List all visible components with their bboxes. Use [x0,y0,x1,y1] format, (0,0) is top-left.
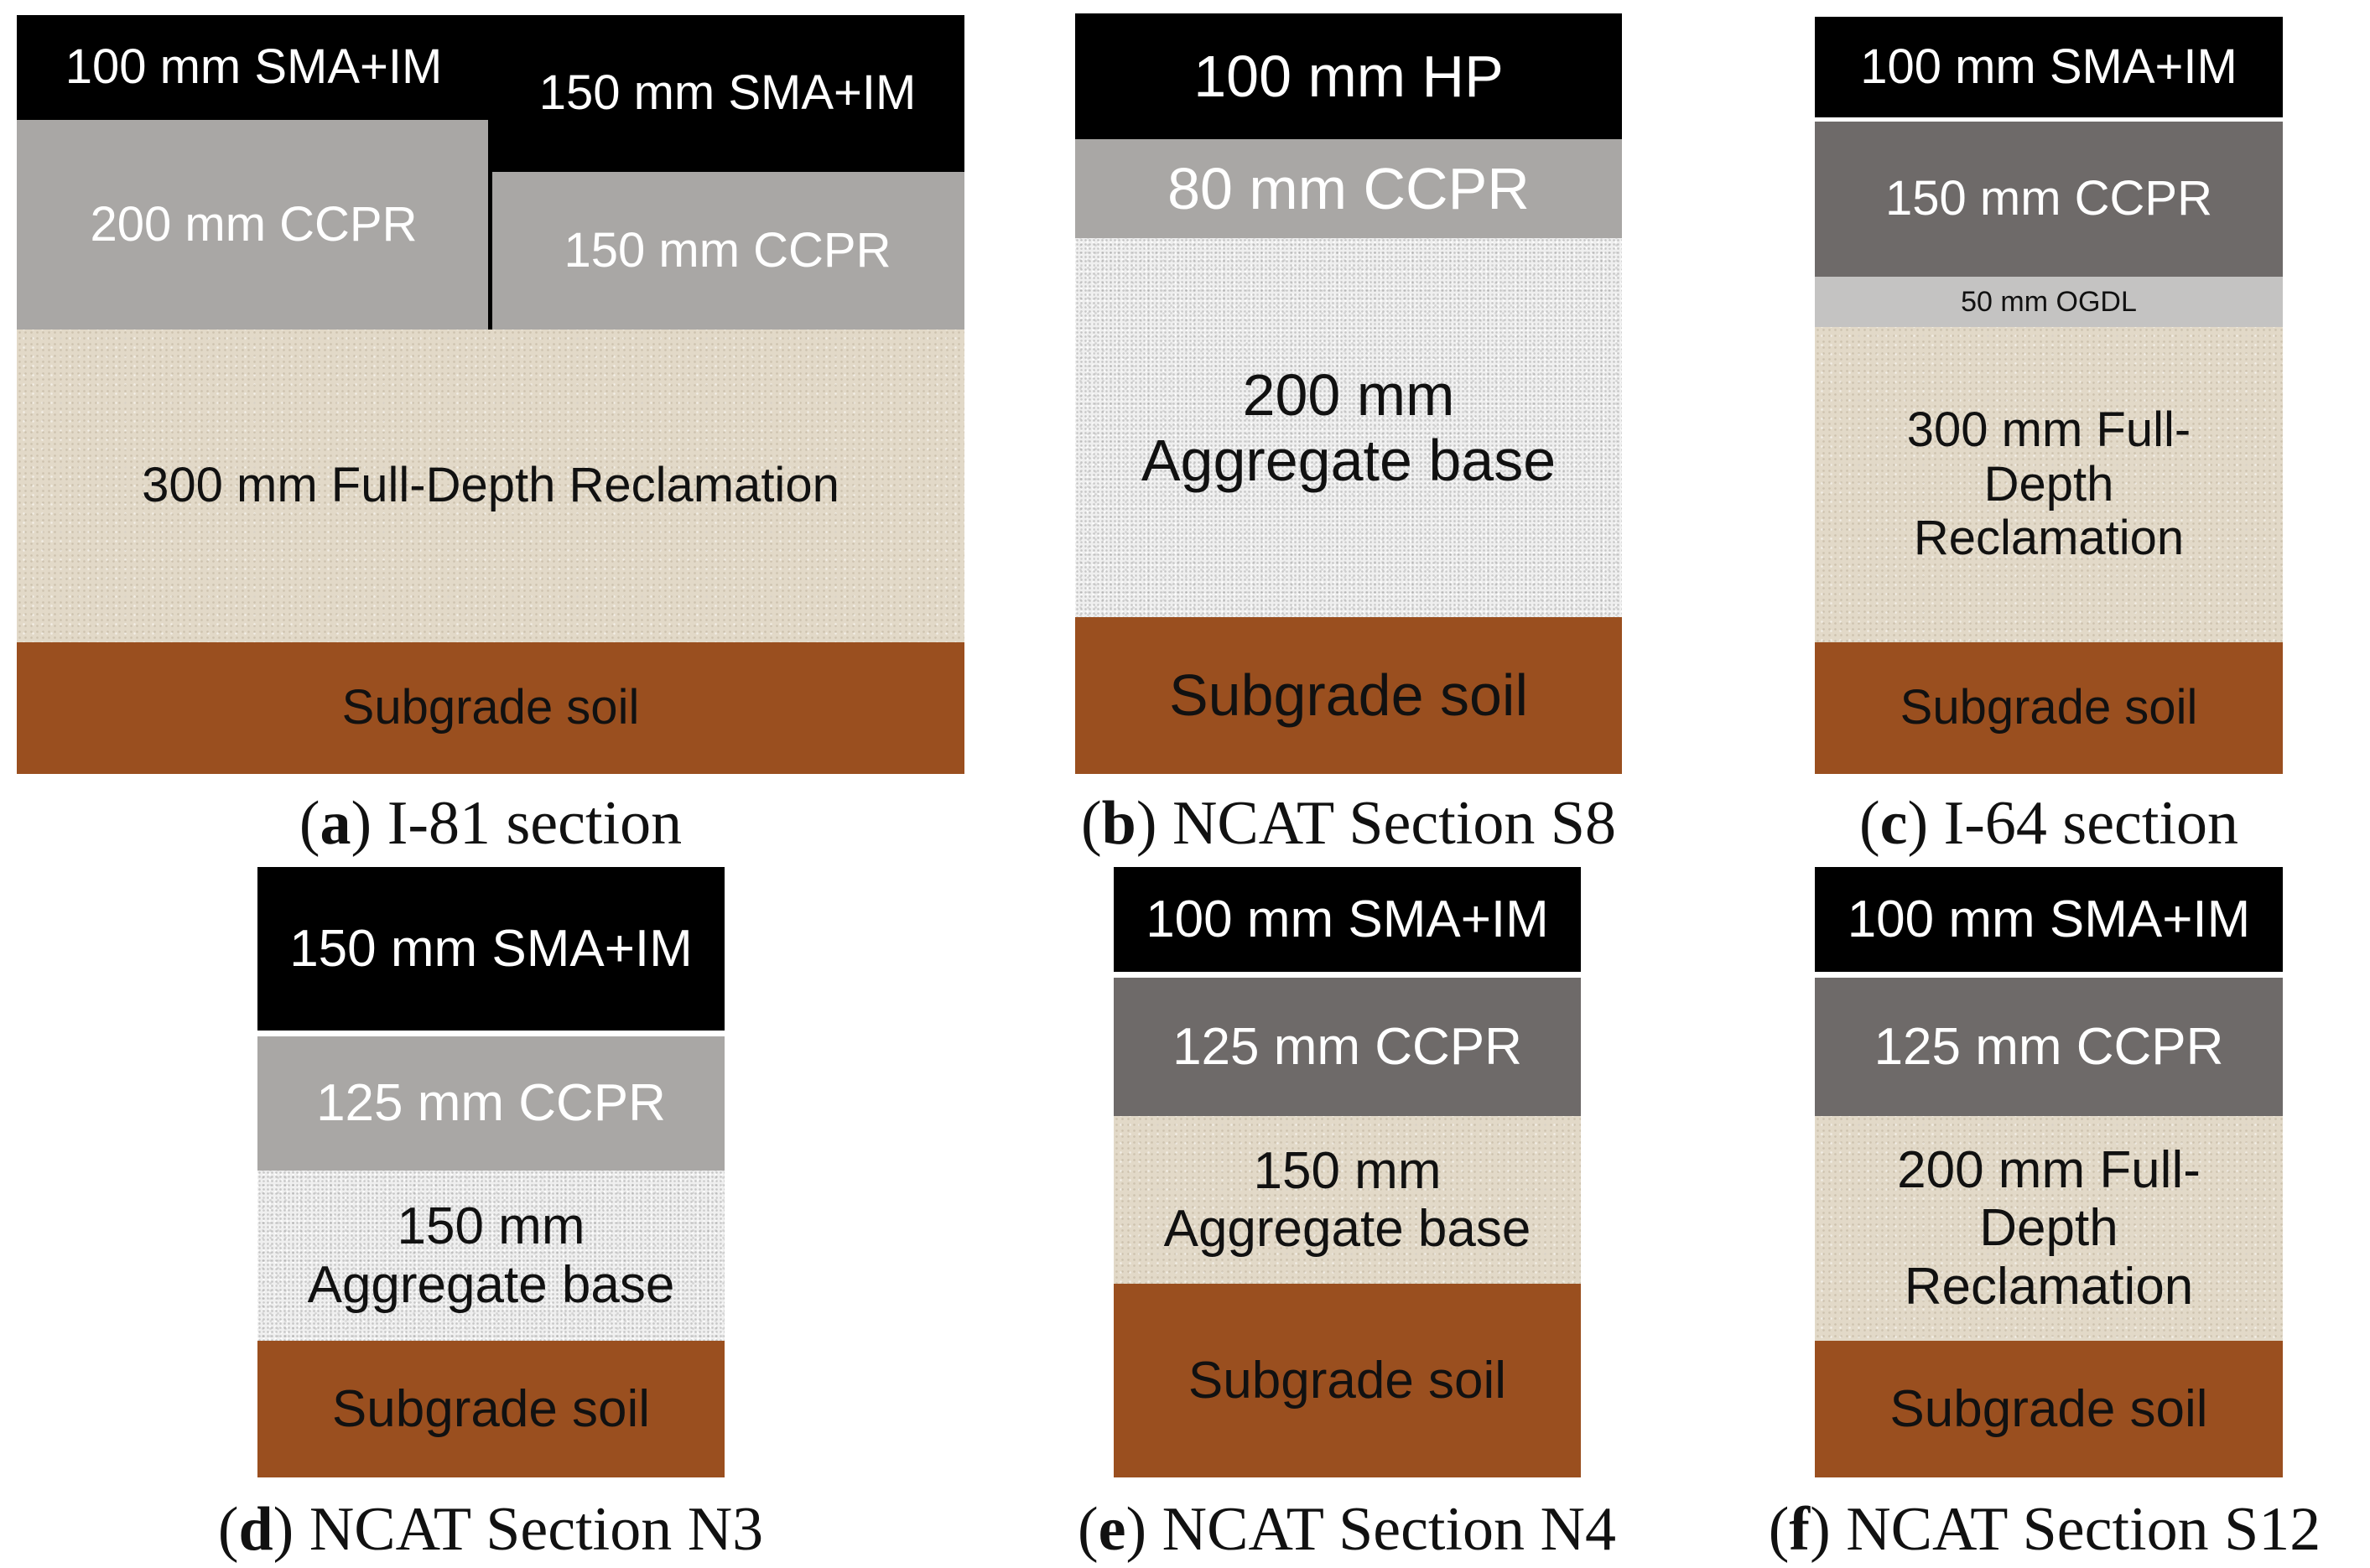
caption-a: (a) I-81 section [299,789,683,858]
layer-d-sma: 150 mm SMA+IM [257,867,725,1031]
layer-f-ccpr: 125 mm CCPR [1815,978,2283,1116]
layer-a-sma-left: 100 mm SMA+IM [17,15,491,120]
caption-a-text: I-81 section [387,789,683,858]
caption-e-letter: e [1098,1495,1126,1564]
caption-d-text: NCAT Section N3 [309,1495,764,1564]
layer-e-soil: Subgrade soil [1114,1284,1581,1477]
caption-a-letter: a [320,789,351,858]
caption-d: (d) NCAT Section N3 [217,1495,764,1564]
layer-a-ccpr-right: 150 mm CCPR [491,172,964,330]
caption-f-letter: f [1789,1495,1811,1564]
caption-b-text: NCAT Section S8 [1172,789,1616,858]
layer-f-sma: 100 mm SMA+IM [1815,867,2283,972]
caption-c: (c) I-64 section [1858,789,2239,858]
caption-b: (b) NCAT Section S8 [1081,789,1616,858]
caption-c-text: I-64 section [1943,789,2239,858]
layer-a-fdr: 300 mm Full-Depth Reclamation [17,330,964,642]
caption-e: (e) NCAT Section N4 [1078,1495,1616,1564]
layer-d-soil: Subgrade soil [257,1341,725,1477]
layer-e-aggregate-base: 150 mm Aggregate base [1114,1116,1581,1284]
layer-c-soil: Subgrade soil [1815,642,2283,774]
layer-e-ccpr: 125 mm CCPR [1114,978,1581,1116]
layer-c-fdr: 300 mm Full- Depth Reclamation [1815,327,2283,642]
layer-e-sma: 100 mm SMA+IM [1114,867,1581,972]
caption-b-letter: b [1101,789,1136,858]
layer-b-soil: Subgrade soil [1075,617,1622,774]
layer-f-soil: Subgrade soil [1815,1341,2283,1477]
panel-a-section-divider [488,120,492,330]
layer-c-ccpr: 150 mm CCPR [1815,122,2283,277]
layer-b-ccpr: 80 mm CCPR [1075,139,1622,238]
caption-f: (f) NCAT Section S12 [1768,1495,2321,1564]
layer-d-ccpr: 125 mm CCPR [257,1036,725,1171]
layer-b-hp: 100 mm HP [1075,13,1622,139]
caption-d-letter: d [238,1495,273,1564]
layer-f-fdr: 200 mm Full- Depth Reclamation [1815,1116,2283,1341]
layer-c-ogdl: 50 mm OGDL [1815,277,2283,327]
caption-c-letter: c [1879,789,1908,858]
caption-f-text: NCAT Section S12 [1846,1495,2321,1564]
layer-d-aggregate-base: 150 mm Aggregate base [257,1171,725,1341]
layer-a-sma-right: 150 mm SMA+IM [491,15,964,172]
layer-c-sma: 100 mm SMA+IM [1815,17,2283,117]
layer-a-ccpr-left: 200 mm CCPR [17,120,491,330]
layer-b-aggregate-base: 200 mm Aggregate base [1075,238,1622,617]
caption-e-text: NCAT Section N4 [1162,1495,1616,1564]
layer-a-soil: Subgrade soil [17,642,964,774]
